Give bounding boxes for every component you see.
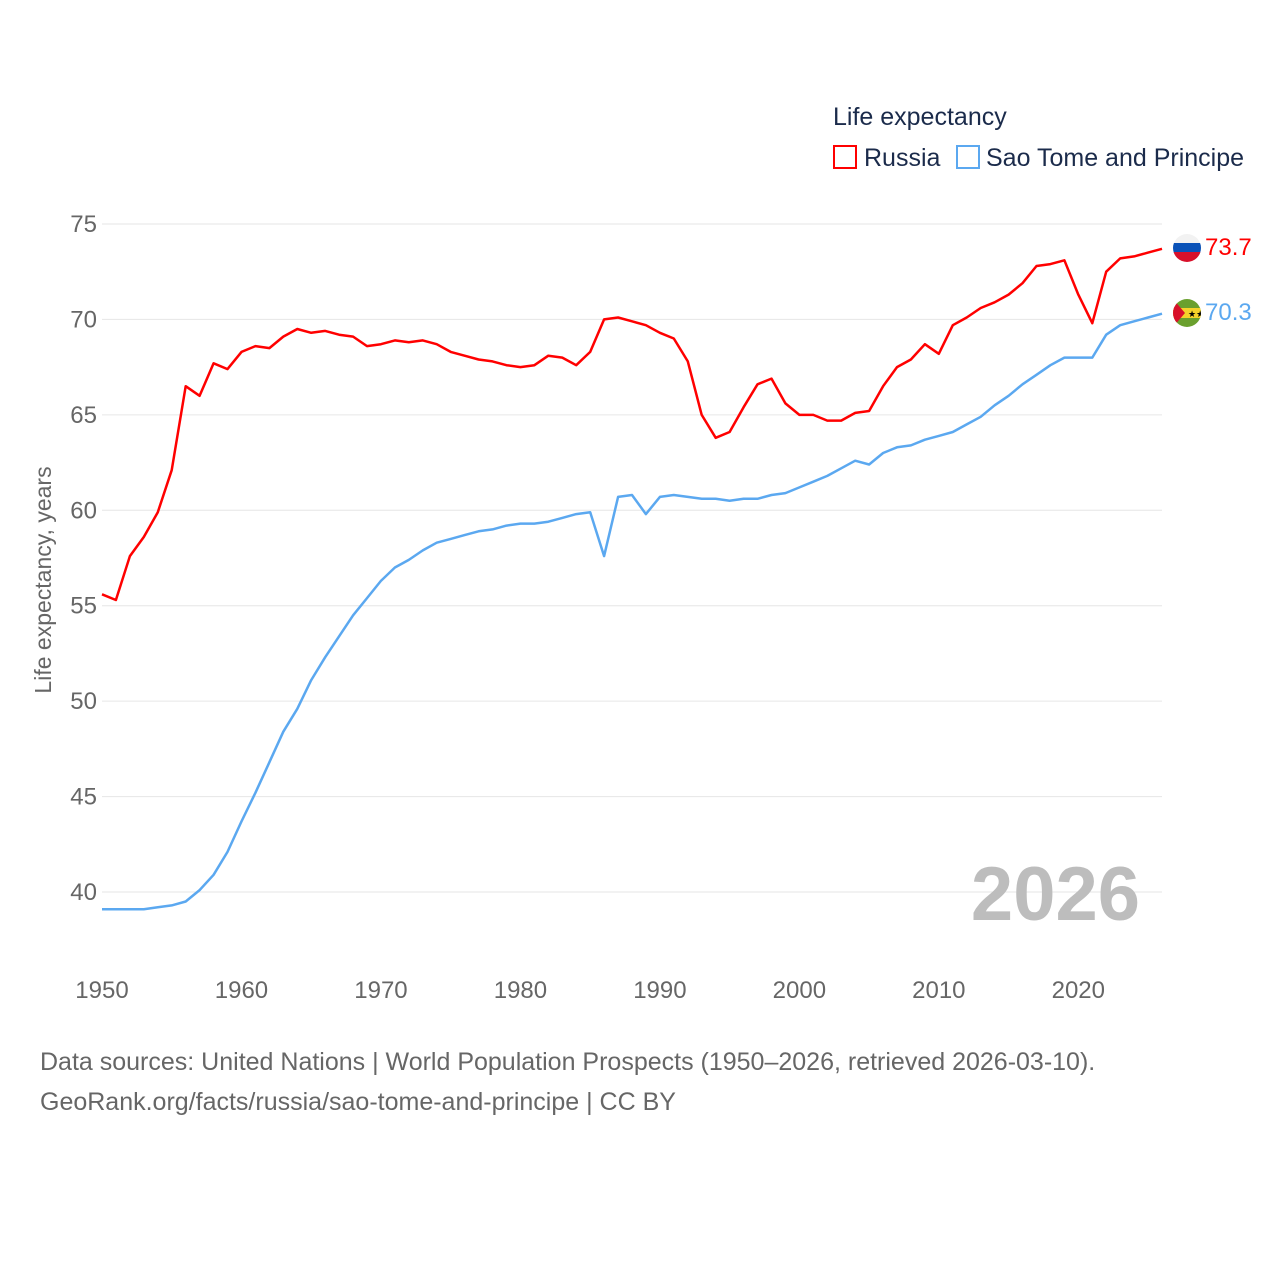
y-tick-label: 45 [70,784,97,811]
y-tick-label: 70 [70,306,97,333]
legend-label-sao-tome[interactable]: Sao Tome and Principe [986,144,1244,172]
y-tick-label: 75 [70,211,97,238]
y-tick-label: 50 [70,688,97,715]
source-note: Data sources: United Nations | World Pop… [40,1042,1095,1122]
x-tick-label: 2010 [912,977,965,1004]
y-tick-label: 65 [70,402,97,429]
legend-label-russia[interactable]: Russia [864,144,941,172]
y-tick-label: 60 [70,497,97,524]
series-line-sao-tome[interactable] [102,312,1163,911]
y-axis-label: Life expectancy, years [30,466,56,693]
svg-text:★★: ★★ [1188,309,1204,319]
y-tick-label: 55 [70,593,97,620]
sao-tome-flag-icon: ★★ [1173,299,1204,327]
x-tick-label: 1970 [354,977,407,1004]
russia-flag-icon [1173,234,1201,262]
x-tick-label: 1990 [633,977,686,1004]
legend-swatch-sao-tome[interactable] [956,145,980,169]
x-tick-label: 2000 [773,977,826,1004]
source-link[interactable]: GeoRank.org/facts/russia/sao-tome-and-pr… [40,1088,676,1116]
legend-swatch-russia[interactable] [833,145,857,169]
x-tick-label: 2020 [1052,977,1105,1004]
x-tick-label: 1960 [215,977,268,1004]
russia-end-label: 73.7 [1205,234,1252,261]
current-year-watermark: 2026 [971,852,1140,937]
x-tick-label: 1980 [494,977,547,1004]
x-tick-label: 1950 [75,977,128,1004]
series-line-russia[interactable] [101,247,1163,602]
sao-tome-end-label: 70.3 [1205,299,1252,326]
y-tick-label: 40 [70,879,97,906]
legend-title: Life expectancy [833,103,1007,131]
legend: Life expectancy Russia Sao Tome and Prin… [833,103,1244,172]
source-line-1: Data sources: United Nations | World Pop… [40,1048,1096,1076]
